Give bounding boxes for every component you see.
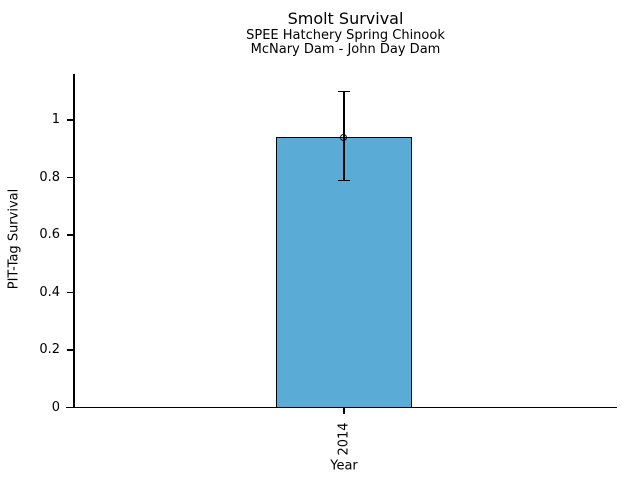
x-tick-mark xyxy=(343,408,345,414)
y-tick-mark xyxy=(67,291,74,294)
y-tick-mark xyxy=(67,119,74,121)
y-tick-label: 0 xyxy=(51,399,60,415)
x-axis-label: Year xyxy=(330,458,358,474)
survival-bar xyxy=(275,137,412,409)
x-tick-label: 2014 xyxy=(336,422,352,456)
chart-header: Smolt Survival SPEE Hatchery Spring Chin… xyxy=(74,9,617,57)
error-bar-cap-top xyxy=(337,90,350,92)
y-tick-label: 0.4 xyxy=(39,284,60,300)
y-tick-mark xyxy=(67,406,74,409)
y-tick-label: 0.2 xyxy=(39,342,60,357)
chart-subtitle-line2: McNary Dam - John Day Dam xyxy=(250,42,441,57)
y-axis-spine xyxy=(73,74,75,408)
chart-title: Smolt Survival xyxy=(287,9,404,28)
error-bar-cap-bottom xyxy=(337,179,350,182)
chart-subtitle-line1: SPEE Hatchery Spring Chinook xyxy=(246,28,445,43)
y-tick-label: 0.6 xyxy=(39,227,60,242)
data-point-marker xyxy=(340,133,348,141)
y-tick-mark xyxy=(67,234,74,236)
y-tick-mark xyxy=(67,349,74,351)
y-tick-label: 0.8 xyxy=(39,169,60,185)
y-tick-mark xyxy=(67,176,74,179)
y-tick-label: 1 xyxy=(51,112,60,127)
